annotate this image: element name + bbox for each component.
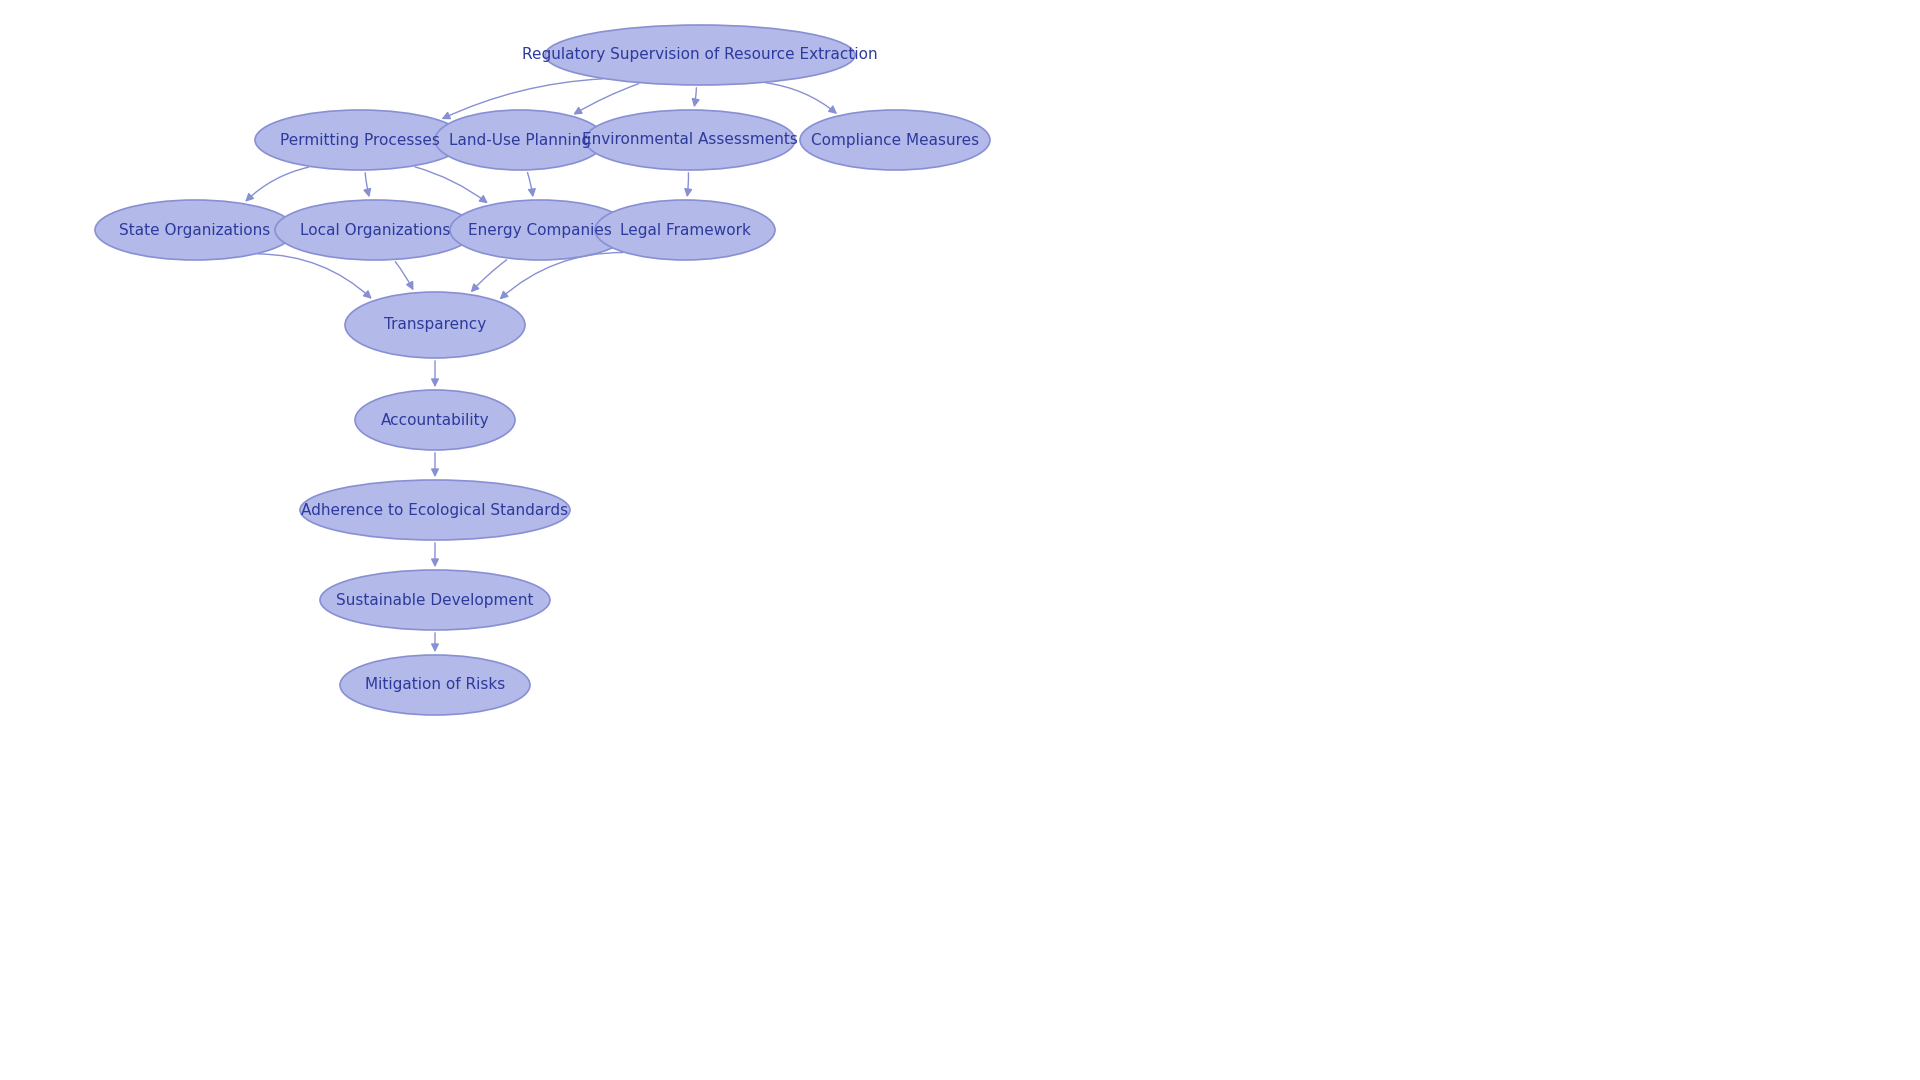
Ellipse shape bbox=[801, 110, 991, 170]
Ellipse shape bbox=[340, 654, 530, 715]
Text: Transparency: Transparency bbox=[384, 318, 486, 333]
Text: Environmental Assessments: Environmental Assessments bbox=[582, 133, 799, 148]
Text: State Organizations: State Organizations bbox=[119, 222, 271, 238]
Ellipse shape bbox=[321, 570, 549, 630]
Ellipse shape bbox=[449, 200, 630, 260]
Text: Regulatory Supervision of Resource Extraction: Regulatory Supervision of Resource Extra… bbox=[522, 48, 877, 63]
Text: Sustainable Development: Sustainable Development bbox=[336, 593, 534, 607]
Ellipse shape bbox=[545, 25, 854, 85]
Text: Adherence to Ecological Standards: Adherence to Ecological Standards bbox=[301, 502, 568, 517]
Ellipse shape bbox=[595, 200, 776, 260]
Ellipse shape bbox=[300, 480, 570, 540]
Ellipse shape bbox=[586, 110, 795, 170]
Ellipse shape bbox=[255, 110, 465, 170]
Text: Mitigation of Risks: Mitigation of Risks bbox=[365, 677, 505, 692]
Ellipse shape bbox=[355, 390, 515, 450]
Ellipse shape bbox=[346, 292, 524, 357]
Text: Accountability: Accountability bbox=[380, 413, 490, 428]
Text: Compliance Measures: Compliance Measures bbox=[810, 133, 979, 148]
Text: Energy Companies: Energy Companies bbox=[468, 222, 612, 238]
Text: Land-Use Planning: Land-Use Planning bbox=[449, 133, 591, 148]
Ellipse shape bbox=[275, 200, 474, 260]
Text: Permitting Processes: Permitting Processes bbox=[280, 133, 440, 148]
Ellipse shape bbox=[436, 110, 605, 170]
Ellipse shape bbox=[94, 200, 296, 260]
Text: Local Organizations: Local Organizations bbox=[300, 222, 449, 238]
Text: Legal Framework: Legal Framework bbox=[620, 222, 751, 238]
